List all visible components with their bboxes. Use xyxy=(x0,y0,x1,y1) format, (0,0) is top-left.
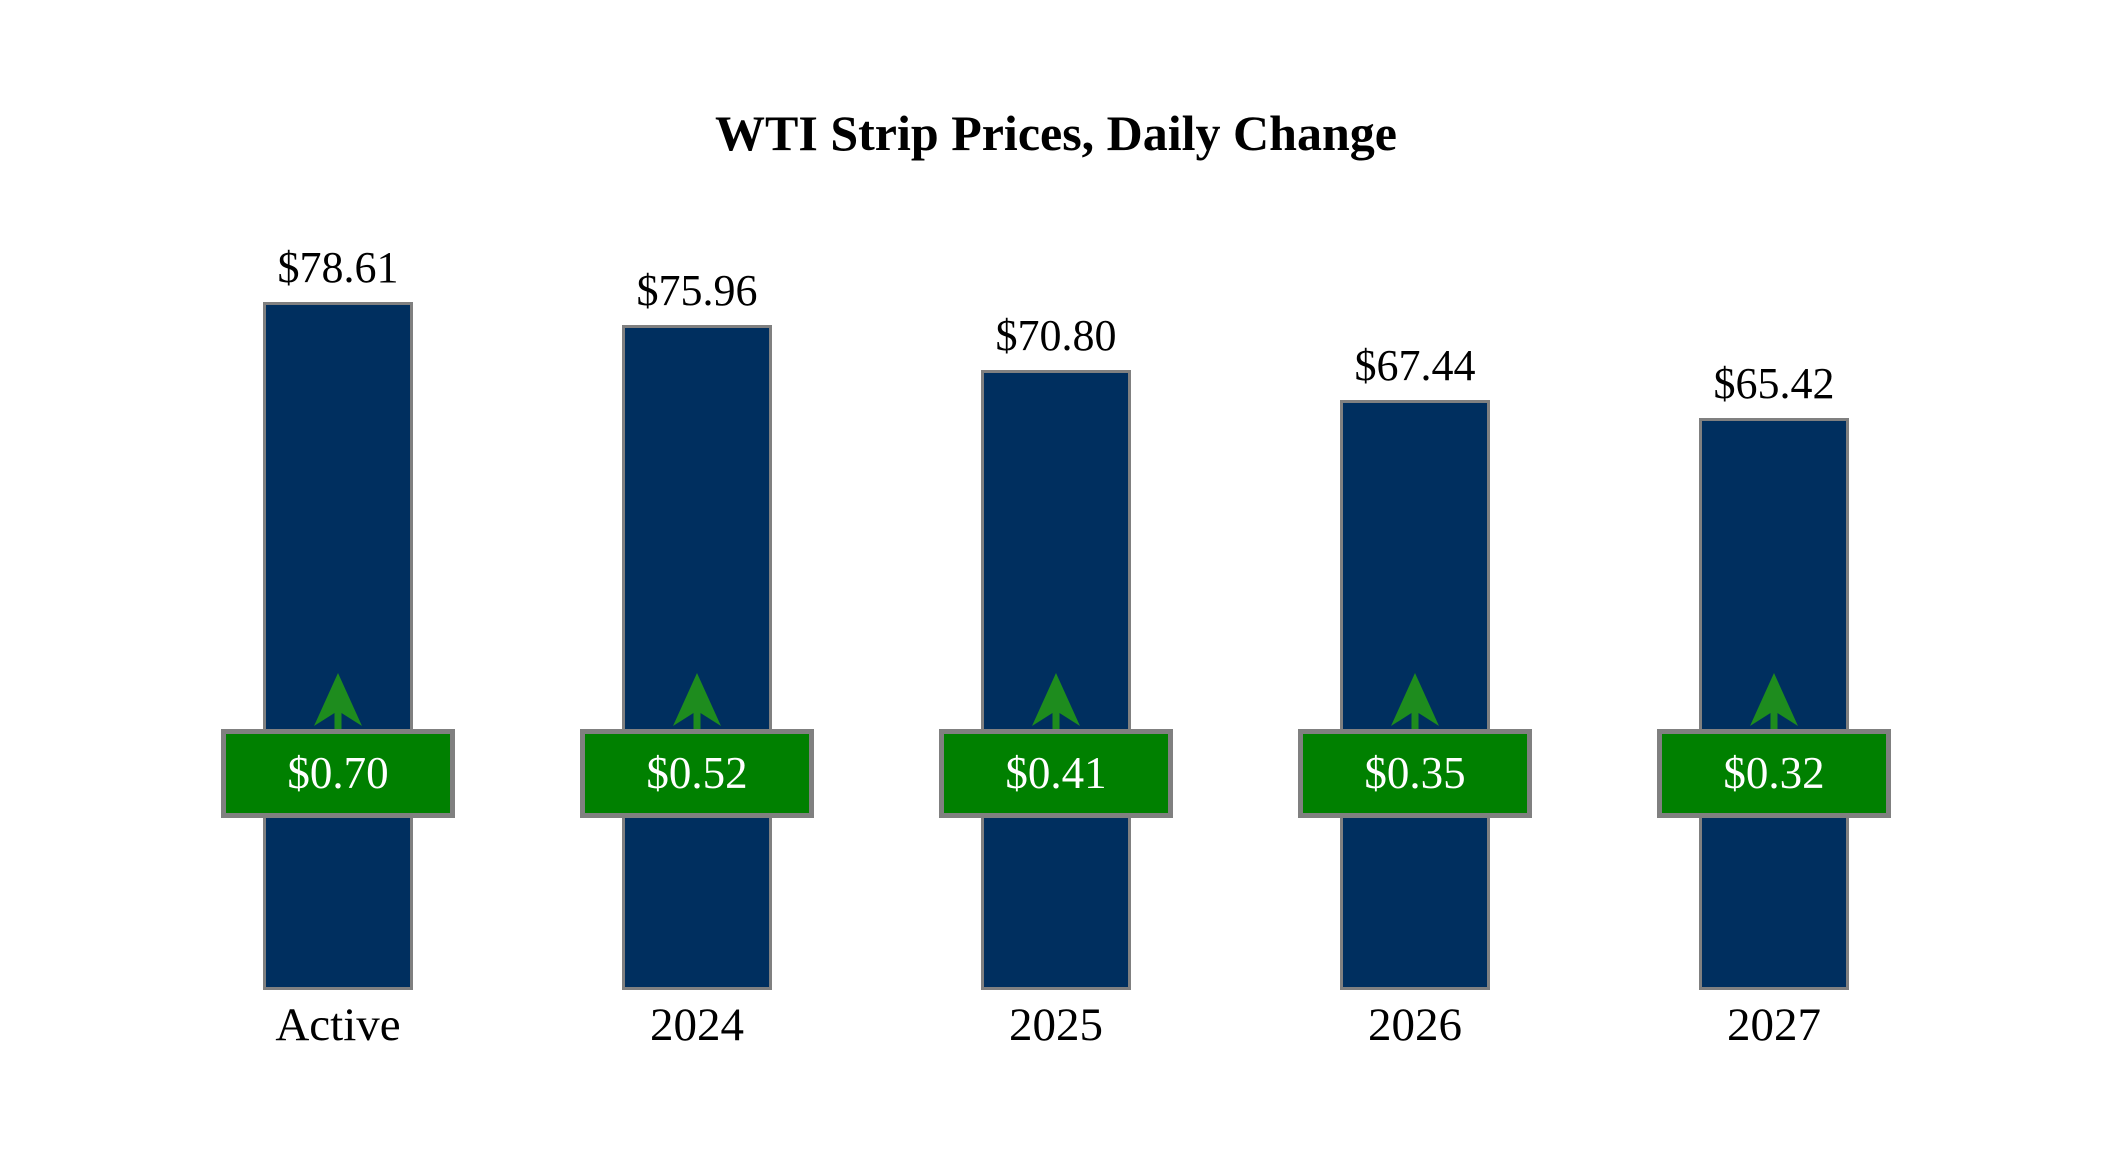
price-bar xyxy=(263,302,413,990)
up-arrow-icon xyxy=(1748,672,1800,732)
bar-group: $65.42 $0.32 2027 xyxy=(1594,0,1954,1152)
daily-change-value: $0.32 xyxy=(1723,748,1825,798)
chart-title: WTI Strip Prices, Daily Change xyxy=(715,105,1397,161)
category-label: Active xyxy=(275,999,401,1051)
daily-change-value: $0.35 xyxy=(1364,748,1466,798)
bar-group: $75.96 $0.52 2024 xyxy=(517,0,877,1152)
price-label: $65.42 xyxy=(1713,358,1835,408)
bar-group: $78.61 $0.70 Active xyxy=(158,0,518,1152)
daily-change-value: $0.52 xyxy=(646,748,748,798)
price-label: $78.61 xyxy=(277,242,399,292)
price-label: $70.80 xyxy=(995,310,1117,360)
up-arrow-icon xyxy=(671,672,723,732)
up-arrow-icon xyxy=(312,672,364,732)
up-arrow-icon xyxy=(1030,672,1082,732)
daily-change-badge: $0.70 xyxy=(221,729,455,818)
price-label: $75.96 xyxy=(636,265,758,315)
category-label: 2024 xyxy=(650,999,744,1051)
category-label: 2025 xyxy=(1009,999,1103,1051)
price-bar xyxy=(622,325,772,990)
bar-group: $70.80 $0.41 2025 xyxy=(876,0,1236,1152)
daily-change-value: $0.41 xyxy=(1005,748,1107,798)
up-arrow-icon xyxy=(1389,672,1441,732)
daily-change-badge: $0.35 xyxy=(1298,729,1532,818)
daily-change-badge: $0.32 xyxy=(1657,729,1891,818)
daily-change-badge: $0.41 xyxy=(939,729,1173,818)
price-label: $67.44 xyxy=(1354,340,1476,390)
bar-group: $67.44 $0.35 2026 xyxy=(1235,0,1595,1152)
category-label: 2026 xyxy=(1368,999,1462,1051)
daily-change-value: $0.70 xyxy=(287,748,389,798)
category-label: 2027 xyxy=(1727,999,1821,1051)
daily-change-badge: $0.52 xyxy=(580,729,814,818)
